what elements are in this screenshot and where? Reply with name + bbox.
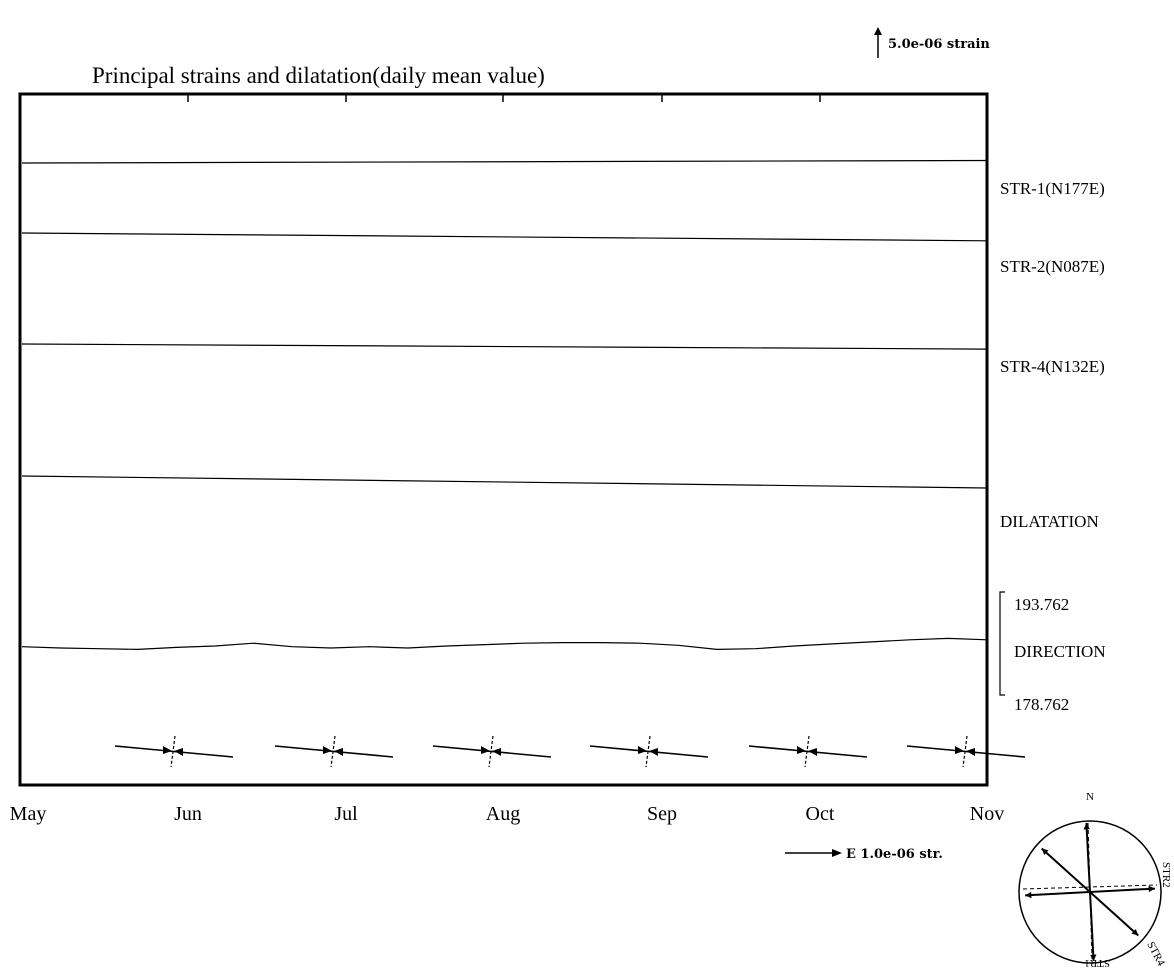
rose-circle (1018, 820, 1162, 964)
strain-cross-sep (589, 735, 709, 768)
strain-cross-aug (432, 735, 552, 768)
x-tick-label-jul: Jul (334, 803, 358, 825)
series-label-str1: STR-1(N177E) (1000, 179, 1105, 198)
x-axis-labels: May Jun Jul Aug Sep Oct Nov (10, 803, 1005, 825)
chart-title: Principal strains and dilatation(daily m… (92, 63, 545, 88)
vector-scale-label: E 1.0e-06 str. (846, 847, 943, 862)
rose-label-str4: STR4 (1144, 940, 1167, 969)
series-line-3 (21, 475, 988, 489)
strain-crosses (114, 735, 1026, 768)
rose-label-str2: STR2 (1160, 862, 1172, 888)
direction-range-max: 193.762 (1014, 595, 1069, 614)
series-line-1 (21, 232, 988, 242)
x-tick-label-oct: Oct (806, 803, 835, 825)
series-label-str2: STR-2(N087E) (1000, 257, 1105, 276)
series-line-2 (21, 343, 988, 350)
strain-cross-jul (274, 735, 394, 768)
series-label-str4: STR-4(N132E) (1000, 357, 1105, 376)
direction-label: DIRECTION (1014, 642, 1106, 661)
plot-frame (18, 92, 989, 787)
rose-reference-ew (1022, 884, 1158, 890)
x-axis-ticks (187, 95, 821, 102)
rose-diagram: N STR2 STR4 STR1 (1018, 791, 1172, 969)
strain-scale-bar: 5.0e-06 strain (874, 27, 990, 58)
rose-reference-ns (1087, 822, 1093, 960)
direction-series-line (21, 637, 988, 651)
direction-range-min: 178.762 (1014, 695, 1069, 714)
vector-scale-bar: E 1.0e-06 str. (785, 847, 943, 862)
series-line-0 (21, 159, 988, 164)
series-label-dilatation: DILATATION (1000, 512, 1099, 531)
direction-range-bracket: 193.762 DIRECTION 178.762 (999, 591, 1106, 714)
x-tick-label-jun: Jun (174, 803, 202, 825)
strain-cross-nov (906, 735, 1026, 768)
series-lines (21, 159, 988, 489)
strain-scale-label: 5.0e-06 strain (888, 37, 990, 52)
rose-axis-str4 (1041, 847, 1139, 937)
x-tick-label-sep: Sep (647, 803, 677, 825)
rose-label-n: N (1086, 791, 1094, 803)
series-labels: STR-1(N177E) STR-2(N087E) STR-4(N132E) D… (1000, 179, 1105, 531)
x-tick-label-aug: Aug (486, 803, 520, 825)
x-tick-label-may: May (10, 803, 47, 825)
strain-cross-oct (748, 735, 868, 768)
rose-label-str1: STR1 (1084, 957, 1110, 969)
strain-cross-jun (114, 735, 234, 768)
x-tick-label-nov: Nov (970, 803, 1004, 825)
